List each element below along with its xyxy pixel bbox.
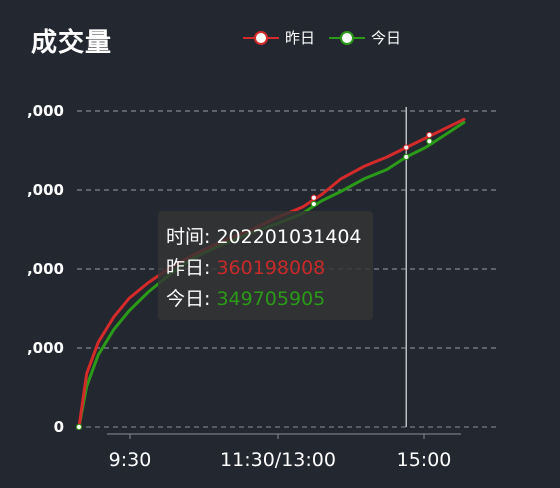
y-tick-label: ,000	[27, 181, 64, 199]
chart-legend: 昨日 今日	[243, 27, 415, 48]
legend-today-marker-icon	[329, 30, 366, 45]
legend-item-yesterday[interactable]: 昨日	[243, 27, 315, 48]
tooltip-yesterday-row: 昨日: 360198008	[166, 253, 373, 284]
x-tick-label: 9:30	[109, 449, 152, 471]
y-tick-label: ,000	[27, 260, 64, 278]
tooltip-today-value: 349705905	[216, 288, 326, 310]
tooltip-yesterday-label: 昨日:	[166, 257, 211, 279]
data-tooltip: 时间: 202201031404 昨日: 360198008 今日: 34970…	[158, 211, 373, 320]
data-point-marker[interactable]	[310, 200, 317, 208]
data-point-marker[interactable]	[426, 131, 433, 139]
chart-title: 成交量	[31, 28, 113, 58]
tooltip-time-label: 时间:	[166, 226, 211, 248]
legend-today-label: 今日	[371, 29, 402, 47]
tooltip-time-row: 时间: 202201031404	[166, 222, 373, 253]
legend-yesterday-label: 昨日	[285, 29, 316, 47]
data-point-marker[interactable]	[310, 194, 317, 201]
tooltip-yesterday-value: 360198008	[216, 257, 326, 279]
x-tick-label: 11:30/13:00	[220, 449, 336, 471]
y-tick-label: 0	[54, 418, 64, 436]
data-point-marker[interactable]	[75, 423, 83, 431]
tooltip-today-label: 今日:	[166, 288, 211, 310]
x-tick-label: 15:00	[397, 449, 452, 471]
tooltip-today-row: 今日: 349705905	[166, 284, 373, 315]
marker-layer	[75, 131, 433, 431]
legend-item-today[interactable]: 今日	[329, 27, 401, 48]
data-point-marker[interactable]	[403, 144, 410, 151]
axis-layer: ,000 ,000 ,000 ,000 0 9:30 11:30/13:00 15:00	[27, 102, 461, 471]
y-tick-label: ,000	[27, 339, 64, 357]
legend-yesterday-marker-icon	[243, 30, 279, 45]
y-tick-label: ,000	[27, 102, 64, 120]
data-point-marker[interactable]	[403, 153, 410, 161]
data-point-marker[interactable]	[426, 138, 433, 145]
tooltip-time-value: 202201031404	[216, 226, 362, 248]
